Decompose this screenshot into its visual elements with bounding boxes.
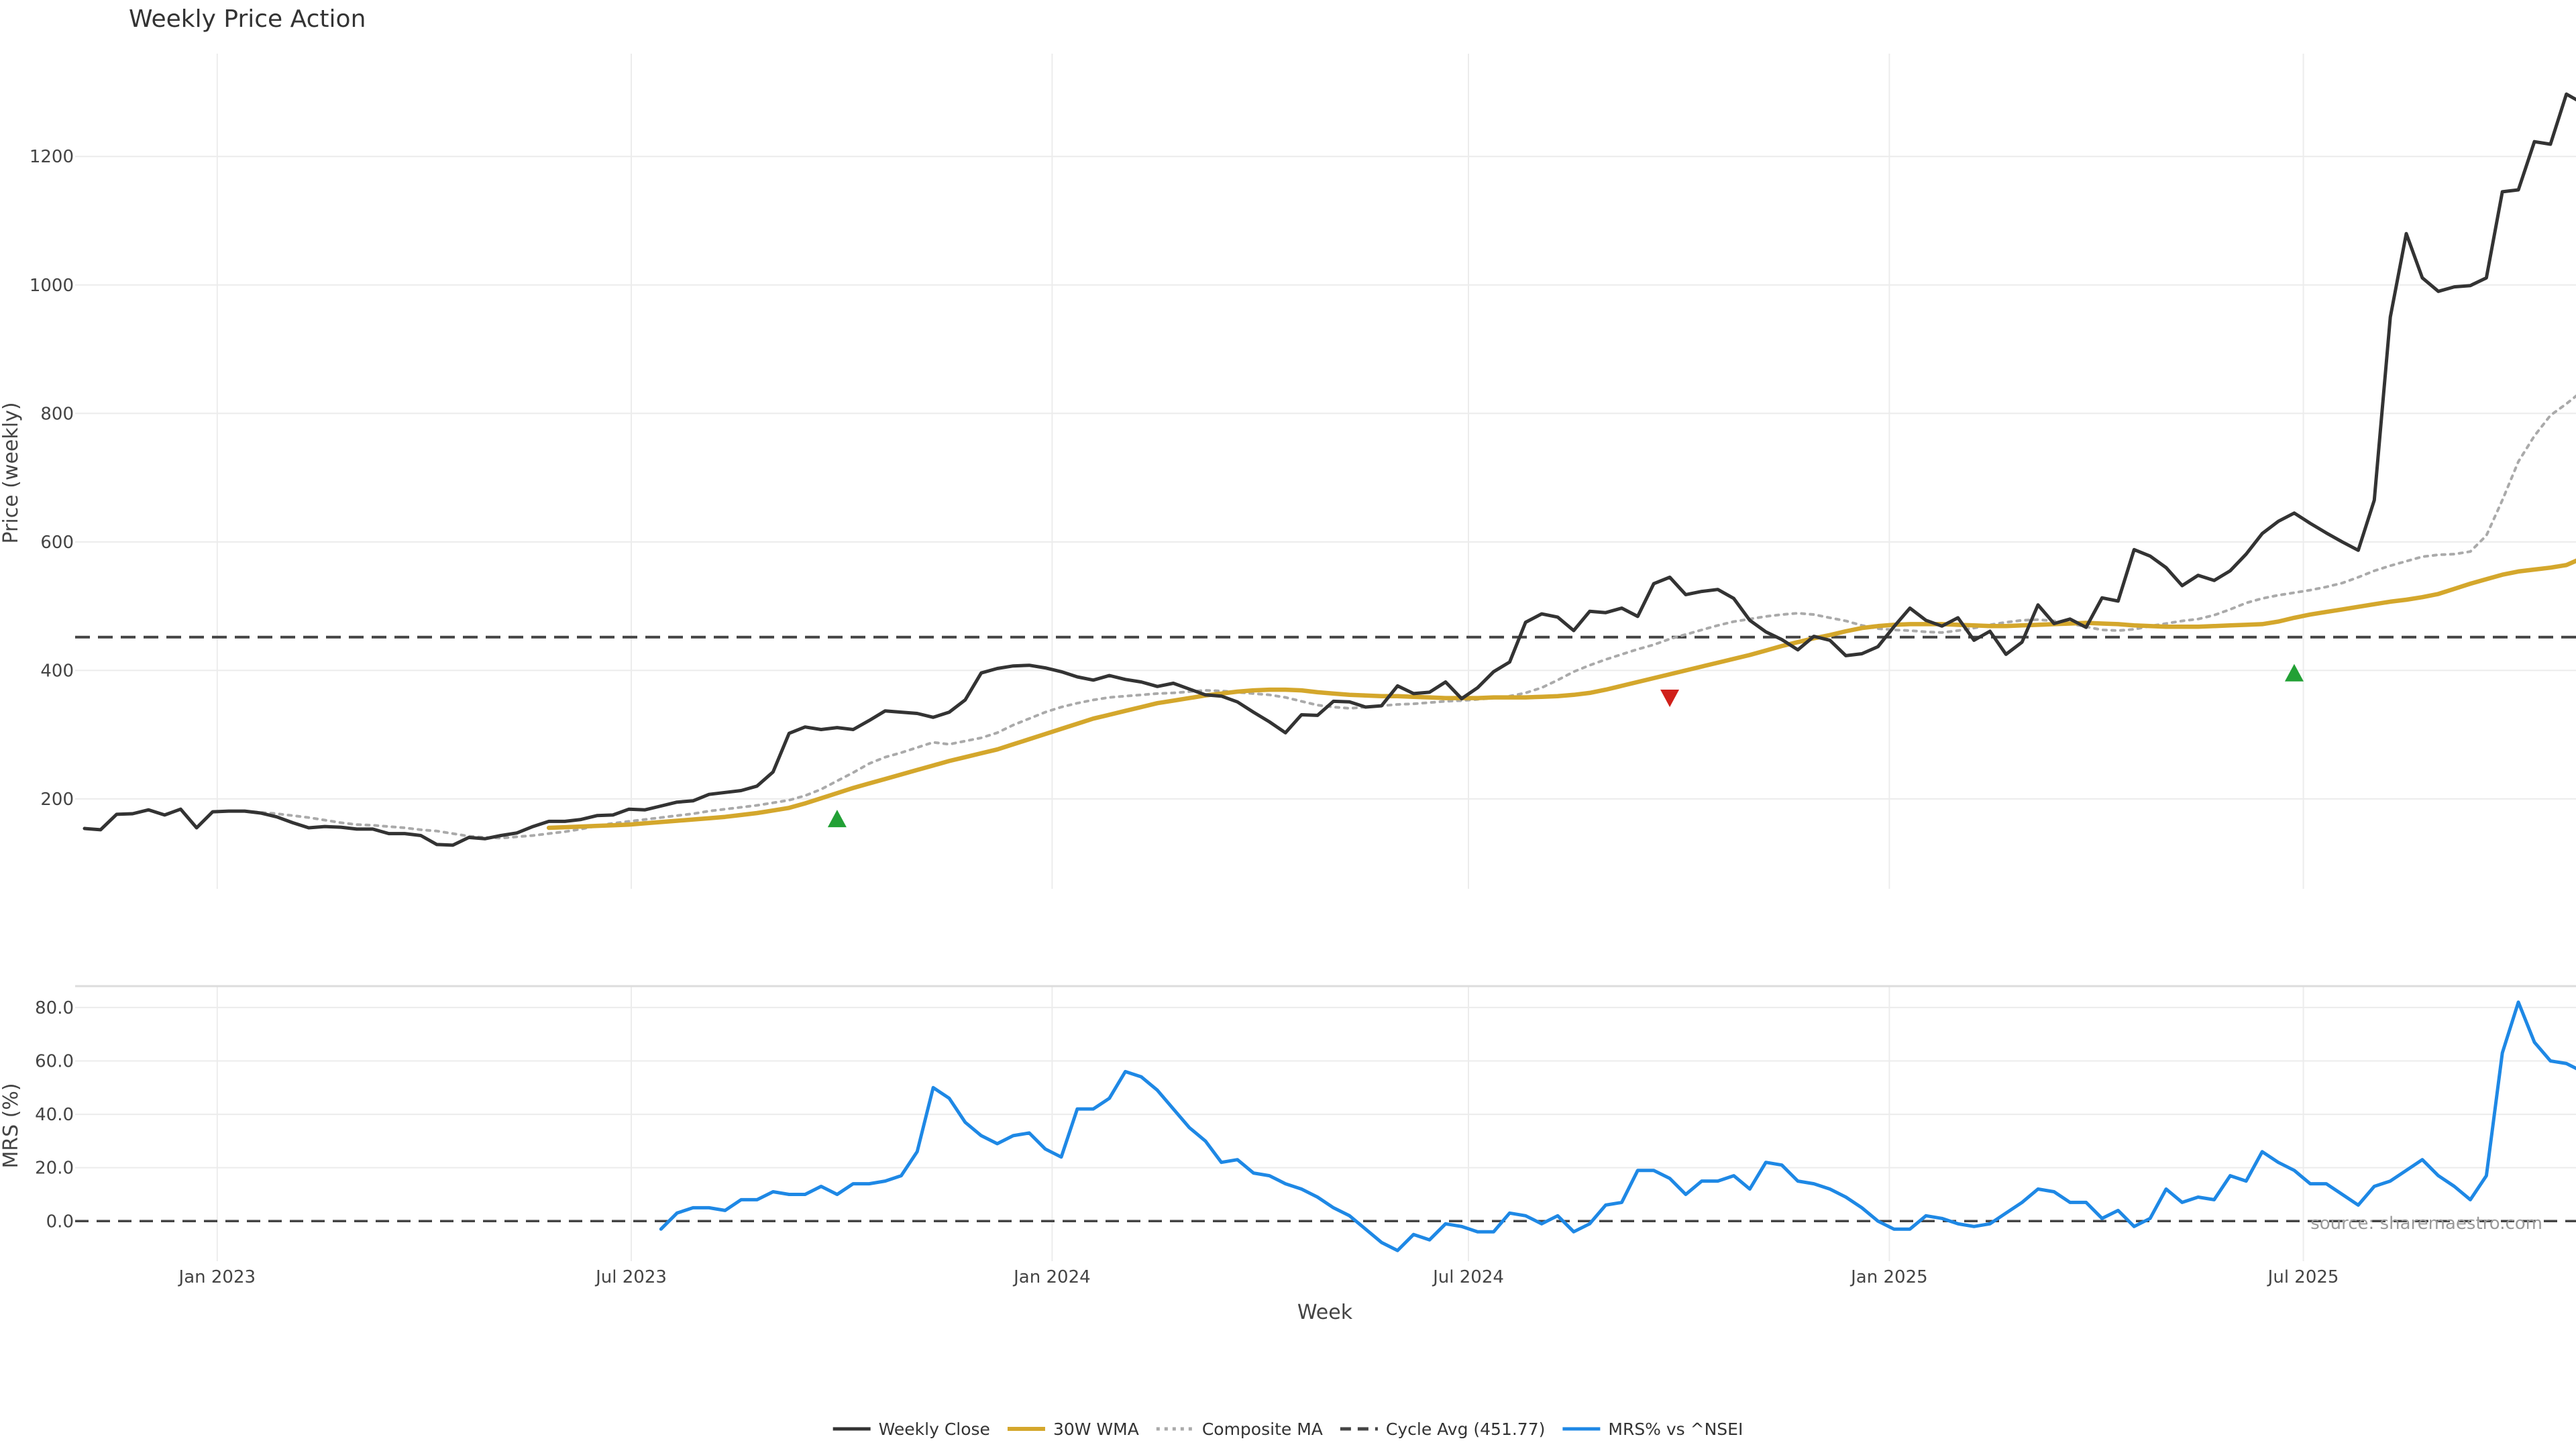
legend-label: Composite MA [1202,1419,1323,1439]
mrs-y-tick-label: 60.0 [35,1051,74,1071]
sell-signal-marker [1660,689,1680,707]
x-tick-label: Jan 2024 [1012,1267,1091,1287]
mrs-panel: 0.020.040.060.080.0 Jan 2023 Jul 2023 Jan … [0,985,2576,1324]
price-y-tick-label: 1200 [30,147,74,167]
mrs-y-tick-label: 0.0 [46,1212,74,1232]
price-y-tick-label: 800 [40,404,74,424]
x-tick-label: Jan 2023 [178,1267,256,1287]
legend: Weekly Close 30W WMA Composite MA Cycle Avg… [833,1419,1743,1439]
buy-signal-marker [827,810,847,828]
mrs-y-tick-label: 80.0 [35,998,74,1018]
legend-label: Cycle Avg (451.77) [1386,1419,1546,1439]
price-y-ticks: 200 400 600 800 1000 1200 [30,147,74,810]
mrs-gridlines [75,985,2576,1261]
x-tick-label: Jul 2023 [594,1267,667,1287]
buy-signal-marker [2284,663,2304,682]
composite-ma-line [243,394,2576,840]
signal-markers [827,663,2304,828]
price-y-tick-label: 1000 [30,276,74,296]
source-note: source: sharemaestro.com [2310,1214,2542,1234]
price-y-tick-label: 600 [40,533,74,553]
chart-title: Weekly Price Action [129,5,366,33]
weekly-close-line [83,92,2576,847]
x-tick-label: Jul 2025 [2267,1267,2339,1287]
legend-label: 30W WMA [1053,1419,1139,1439]
price-series [83,92,2576,847]
price-y-tick-label: 200 [40,790,74,810]
legend-label: MRS% vs ^NSEI [1608,1419,1743,1439]
x-tick-label: Jan 2025 [1849,1267,1928,1287]
mrs-y-axis-label: MRS (%) [0,1083,23,1168]
price-panel: 200 400 600 800 1000 1200 Price (weekly) [0,54,2576,889]
x-axis-label: Week [1297,1301,1353,1324]
x-tick-label: Jul 2024 [1432,1267,1504,1287]
mrs-y-tick-label: 20.0 [35,1159,74,1179]
mrs-y-ticks: 0.0 20.0 40.0 60.0 80.0 [35,998,74,1232]
price-y-tick-label: 400 [40,661,74,681]
mrs-line [659,1000,2576,1252]
wma-30w-line [546,558,2576,830]
mrs-series [75,1000,2576,1252]
x-axis-ticks: Jan 2023 Jul 2023 Jan 2024 Jul 2024 Jan 2025… [178,1267,2339,1287]
price-y-axis-label: Price (weekly) [0,402,23,543]
legend-label: Weekly Close [879,1419,990,1439]
mrs-y-tick-label: 40.0 [35,1105,74,1125]
price-gridlines [75,54,2576,889]
